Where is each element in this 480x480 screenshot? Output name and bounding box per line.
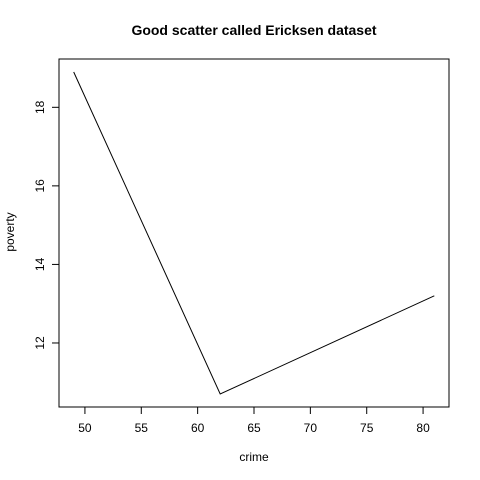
series-group [73, 71, 435, 395]
x-tick-label: 80 [416, 421, 430, 435]
x-tick-label: 65 [247, 421, 261, 435]
x-tick-label: 60 [191, 421, 205, 435]
plot-box [58, 58, 450, 408]
x-axis: 50 55 60 65 70 75 80 [78, 407, 430, 435]
x-tick-label: 75 [360, 421, 374, 435]
y-tick-label: 16 [33, 179, 47, 193]
x-tick-label: 55 [135, 421, 149, 435]
y-tick-label: 18 [33, 100, 47, 114]
y-tick-label: 12 [33, 336, 47, 350]
chart-title: Good scatter called Ericksen dataset [131, 22, 376, 38]
x-tick-label: 50 [78, 421, 92, 435]
series-line [73, 71, 435, 395]
y-axis-label: poverty [3, 212, 17, 251]
y-axis: 12 14 16 18 [33, 100, 59, 350]
x-tick-label: 70 [304, 421, 318, 435]
x-axis-label: crime [239, 450, 269, 464]
y-tick-label: 14 [33, 257, 47, 271]
